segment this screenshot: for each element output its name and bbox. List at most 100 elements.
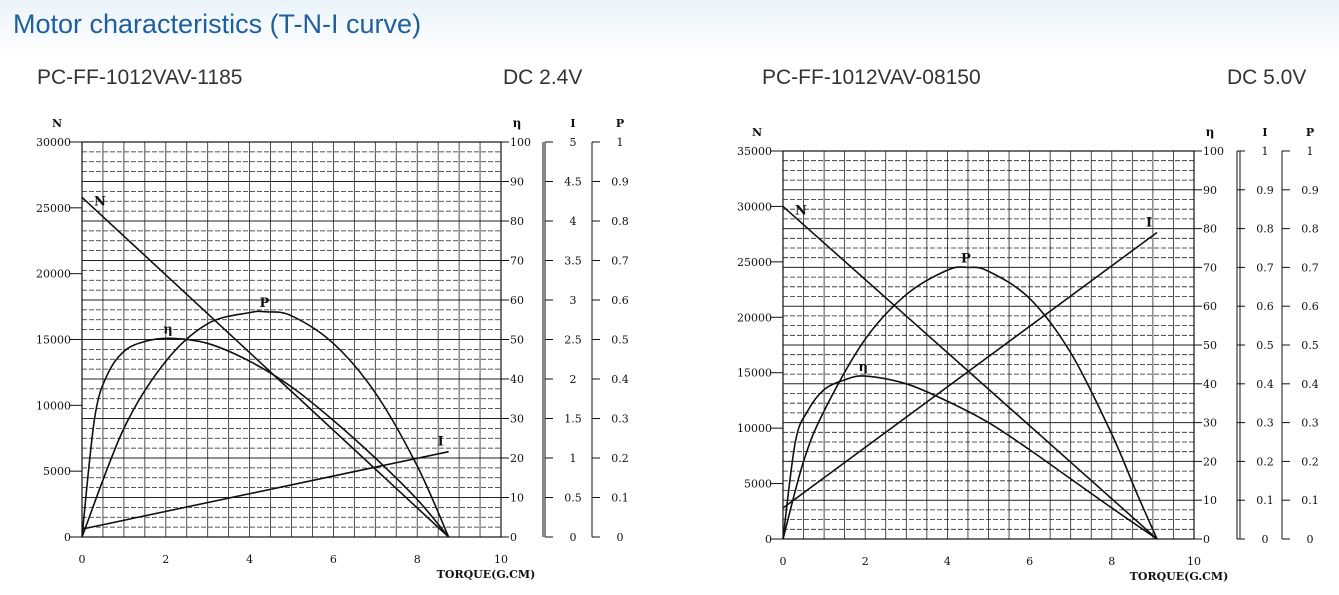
p-axis-tick-label: 0.7: [1301, 261, 1319, 274]
series-n-curve: [81, 196, 450, 538]
p-axis-tick-label: 1: [1307, 145, 1314, 158]
eta-axis-tick-label: 30: [510, 413, 524, 426]
p-axis-tick-label: 0.6: [1301, 300, 1319, 313]
n-axis-tick-label: 35000: [737, 145, 772, 158]
eta-axis-tick-label: 40: [510, 373, 524, 386]
x-tick-label: 2: [862, 555, 869, 568]
n-axis-tick-label: 5000: [744, 478, 772, 491]
n-axis-tick-label: 20000: [36, 268, 71, 281]
p-axis-tick-label: 0.3: [1301, 417, 1319, 430]
chart2-model: PC-FF-1012VAV-08150: [762, 66, 981, 89]
i-axis-tick-label: 2.5: [564, 334, 582, 347]
eta-axis-tick-label: 20: [1203, 455, 1217, 468]
i-axis-label: I: [570, 117, 575, 130]
chart1-voltage: DC 2.4V: [503, 66, 583, 89]
eta-axis-tick-label: 90: [1203, 184, 1217, 197]
p-axis-tick-label: 0.2: [611, 452, 629, 465]
n-axis-label: N: [52, 117, 62, 130]
series-n-label: N: [795, 203, 807, 218]
x-tick-label: 0: [79, 553, 86, 566]
i-axis-tick-label: 3: [570, 294, 577, 307]
n-axis-tick-label: 10000: [36, 399, 71, 412]
eta-axis-label: η: [513, 116, 522, 130]
p-axis-tick-label: 0.8: [611, 215, 629, 228]
eta-axis-tick-label: 0: [1203, 533, 1210, 546]
x-tick-label: 10: [494, 553, 508, 566]
i-axis-tick-label: 0.2: [1256, 455, 1274, 468]
i-axis-tick-label: 0.6: [1256, 300, 1274, 313]
n-axis-tick-label: 30000: [737, 200, 772, 213]
i-axis-tick-label: 0: [1262, 533, 1269, 546]
eta-axis-tick-label: 100: [510, 136, 531, 149]
eta-axis-tick-label: 50: [1203, 339, 1217, 352]
p-axis-tick-label: 0: [617, 531, 624, 544]
p-axis-tick-label: 0.4: [1301, 378, 1319, 391]
series-n-curve: [782, 205, 1158, 540]
series-i-curve: [782, 231, 1158, 509]
series-i-label: I: [438, 435, 444, 450]
x-tick-label: 6: [1026, 555, 1033, 568]
n-axis-tick-label: 25000: [737, 256, 772, 269]
i-axis-label: I: [1262, 126, 1267, 139]
series-eta-curve: [81, 337, 450, 538]
p-axis-tick-label: 0.1: [1301, 494, 1319, 507]
header-banner: Motor characteristics (T-N-I curve): [0, 0, 1339, 56]
eta-axis-tick-label: 30: [1203, 417, 1217, 430]
i-axis-tick-label: 0.5: [564, 492, 582, 505]
p-axis-tick-label: 0.9: [1301, 184, 1319, 197]
i-axis-tick-label: 0.3: [1256, 417, 1274, 430]
p-axis-tick-label: 0.5: [1301, 339, 1319, 352]
i-axis-tick-label: 0.1: [1256, 494, 1274, 507]
p-axis-tick-label: 0.8: [1301, 223, 1319, 236]
p-axis-tick-label: 0.1: [611, 492, 629, 505]
i-axis-tick-label: 2: [570, 373, 577, 386]
i-axis-tick-label: 0.8: [1256, 223, 1274, 236]
eta-axis-tick-label: 70: [510, 255, 524, 268]
series-p-label: P: [961, 251, 971, 266]
n-axis-tick-label: 20000: [737, 311, 772, 324]
eta-axis-tick-label: 10: [1203, 494, 1217, 507]
x-tick-label: 4: [944, 555, 951, 568]
i-axis-tick-label: 1: [570, 452, 577, 465]
p-axis-tick-label: 0.7: [611, 255, 629, 268]
series-p-curve: [782, 266, 1158, 540]
i-axis-tick-label: 1: [1262, 145, 1269, 158]
p-axis-tick-label: 0.6: [611, 294, 629, 307]
chart2-voltage: DC 5.0V: [1227, 66, 1307, 89]
eta-axis-tick-label: 40: [1203, 378, 1217, 391]
n-axis-label: N: [752, 126, 762, 139]
series-eta-label: η: [858, 360, 867, 375]
i-axis-tick-label: 0: [570, 531, 577, 544]
p-axis-tick-label: 0.4: [611, 373, 629, 386]
series-p-label: P: [259, 296, 269, 311]
eta-axis-tick-label: 60: [1203, 300, 1217, 313]
x-tick-label: 0: [780, 555, 787, 568]
eta-axis-tick-label: 90: [510, 176, 524, 189]
chart1-model: PC-FF-1012VAV-1185: [37, 66, 243, 89]
series-p-curve: [81, 310, 450, 538]
x-tick-label: 6: [330, 553, 337, 566]
i-axis-tick-label: 4: [570, 215, 577, 228]
p-axis-tick-label: 0.5: [611, 334, 629, 347]
n-axis-tick-label: 0: [64, 531, 71, 544]
eta-axis-tick-label: 50: [510, 334, 524, 347]
page-title: Motor characteristics (T-N-I curve): [13, 9, 422, 39]
p-axis-tick-label: 1: [617, 136, 624, 149]
i-axis-tick-label: 5: [570, 136, 577, 149]
i-axis-tick-label: 0.7: [1256, 261, 1274, 274]
eta-axis-tick-label: 70: [1203, 261, 1217, 274]
eta-axis-tick-label: 80: [1203, 223, 1217, 236]
series-eta-curve: [782, 375, 1158, 540]
series-eta-label: η: [163, 322, 172, 337]
series-i-label: I: [1146, 215, 1152, 230]
n-axis-tick-label: 15000: [36, 334, 71, 347]
n-axis-tick-label: 30000: [36, 136, 71, 149]
i-axis-tick-label: 1.5: [564, 413, 582, 426]
x-tick-label: 8: [1108, 555, 1115, 568]
p-axis-label: P: [616, 117, 624, 130]
n-axis-tick-label: 0: [765, 533, 772, 546]
n-axis-tick-label: 25000: [36, 202, 71, 215]
eta-axis-label: η: [1206, 125, 1215, 139]
p-axis-tick-label: 0: [1307, 533, 1314, 546]
